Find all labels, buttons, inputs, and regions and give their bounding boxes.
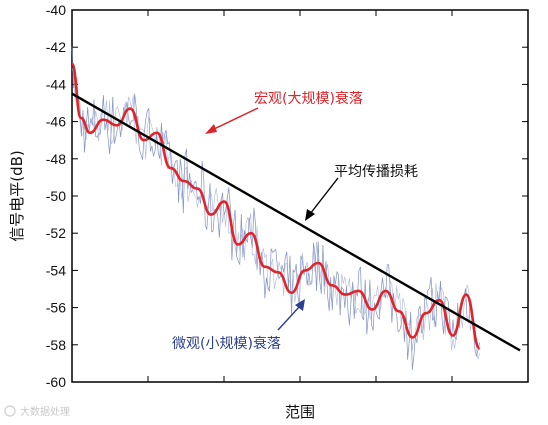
y-tick-label: -42 — [46, 39, 66, 55]
micro-fading-line-secondary — [71, 68, 480, 360]
macro-fading-arrow — [211, 107, 259, 131]
mean-loss-label: 平均传播损耗 — [334, 164, 418, 180]
mean-loss-arrow — [309, 177, 339, 215]
y-axis-title: 信号电平(dB) — [8, 150, 26, 242]
macro-fading-annotation: 宏观(大规模)衰落 — [205, 90, 363, 134]
micro-fading-layer — [71, 46, 481, 370]
micro-fading-arrow — [277, 305, 301, 331]
x-axis-ticks — [147, 10, 453, 382]
macro-fading-label: 宏观(大规模)衰落 — [254, 90, 363, 107]
watermark-icon — [4, 405, 16, 417]
micro-fading-arrowhead — [295, 299, 305, 311]
x-axis-title: 范围 — [285, 403, 315, 421]
mean-loss-layer — [71, 92, 521, 352]
mean-loss-arrowhead — [305, 209, 315, 221]
micro-fading-line — [71, 46, 481, 370]
y-tick-label: -52 — [46, 225, 66, 241]
watermark: 大数据处理 — [4, 405, 70, 418]
y-tick-label: -54 — [46, 262, 66, 278]
micro-fading-label: 微观(小规模)衰落 — [172, 335, 281, 352]
y-tick-label: -50 — [46, 188, 66, 204]
mean-loss-line — [71, 92, 521, 352]
y-tick-label: -58 — [46, 337, 66, 353]
macro-fading-line — [70, 62, 481, 350]
mean-loss-annotation: 平均传播损耗 — [305, 164, 418, 221]
y-axis-tick-labels: -40 -42 -44 -46 -48 -50 -52 -54 -56 -58 -60 — [46, 2, 66, 390]
y-tick-label: -60 — [46, 374, 66, 390]
y-tick-label: -56 — [46, 300, 66, 316]
y-tick-label: -44 — [46, 76, 66, 92]
y-tick-label: -46 — [46, 114, 66, 130]
y-tick-label: -40 — [46, 2, 66, 18]
y-tick-label: -48 — [46, 151, 66, 167]
macro-fading-layer — [70, 62, 481, 350]
macro-fading-arrowhead — [205, 124, 217, 134]
y-axis-ticks — [72, 9, 528, 383]
watermark-text: 大数据处理 — [20, 405, 70, 418]
micro-fading-annotation: 微观(小规模)衰落 — [172, 299, 305, 352]
